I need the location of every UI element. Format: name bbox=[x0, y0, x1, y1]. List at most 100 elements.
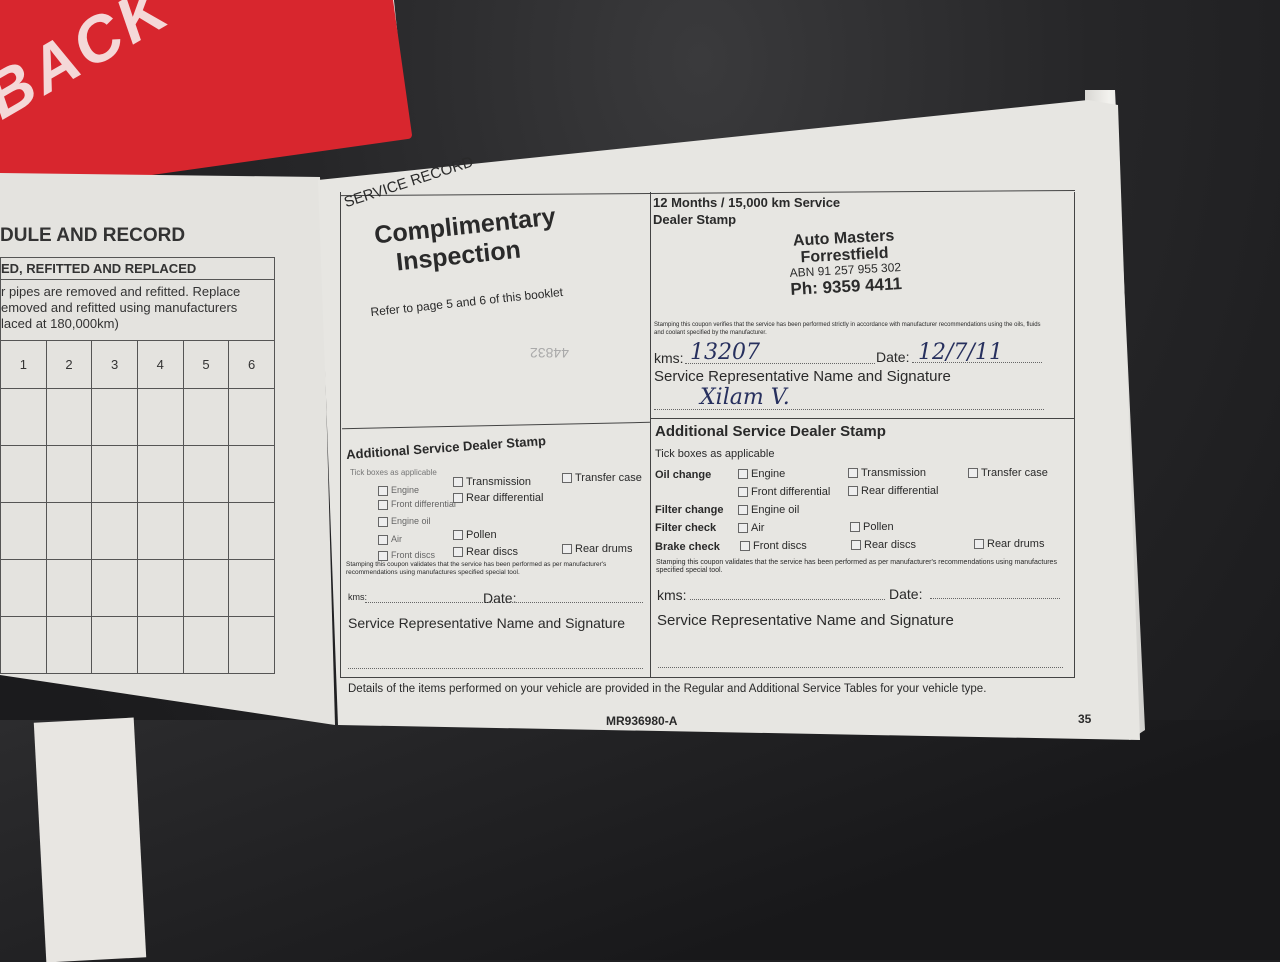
checkbox[interactable] bbox=[562, 473, 572, 484]
checkbox-label: Transmission bbox=[861, 467, 926, 479]
checkbox[interactable] bbox=[453, 530, 463, 541]
table-row bbox=[0, 388, 275, 446]
left-page-table: ED, REFITTED AND REPLACED r pipes are re… bbox=[0, 257, 275, 674]
checkbox[interactable] bbox=[740, 541, 750, 552]
left-page-title: DULE AND RECORD bbox=[0, 225, 186, 246]
checkbox-label: Rear differential bbox=[861, 485, 939, 497]
checkbox[interactable] bbox=[453, 477, 463, 488]
checkbox-label: Engine bbox=[751, 468, 786, 480]
validate-note: Stamping this coupon validates that the … bbox=[656, 559, 1057, 574]
checkbox[interactable] bbox=[738, 523, 748, 534]
checkbox-label: Transfer case bbox=[575, 472, 642, 484]
faint-handwriting: 44832 bbox=[530, 345, 569, 361]
dealer-stamp-label: Dealer Stamp bbox=[653, 212, 737, 227]
checkbox-label: Engine bbox=[391, 485, 420, 495]
checkbox-label: Engine oil bbox=[751, 504, 800, 516]
table-row bbox=[0, 502, 275, 560]
checkbox[interactable] bbox=[453, 547, 463, 558]
checkbox-label: Rear discs bbox=[466, 546, 518, 558]
table-row bbox=[0, 616, 275, 674]
checkbox-label: Rear drums bbox=[575, 543, 633, 555]
table-header: ED, REFITTED AND REPLACED bbox=[0, 257, 275, 280]
date-label: Date: bbox=[876, 349, 910, 365]
signature: Xilam V. bbox=[700, 385, 790, 410]
dealer-stamp: Auto Masters Forrestfield ABN 91 257 955… bbox=[768, 226, 921, 301]
service-heading: 12 Months / 15,000 km Service bbox=[653, 195, 841, 210]
checkbox[interactable] bbox=[974, 539, 984, 550]
red-booklet-cover-text: BACK bbox=[0, 0, 183, 133]
form-divider bbox=[650, 192, 651, 678]
checkbox-label: Engine oil bbox=[391, 516, 431, 526]
checkbox-label: Front discs bbox=[753, 540, 807, 552]
right-page bbox=[318, 100, 1140, 740]
signature-field[interactable] bbox=[658, 667, 1063, 668]
kms-label: kms: bbox=[657, 587, 687, 603]
checkbox-label: Transmission bbox=[466, 476, 531, 488]
kms-field[interactable] bbox=[690, 599, 885, 600]
checkbox-label: Front discs bbox=[391, 550, 436, 560]
checkbox-label: Rear differential bbox=[466, 492, 544, 504]
part-number: MR936980-A bbox=[606, 714, 678, 728]
signature-label: Service Representative Name and Signatur… bbox=[348, 615, 626, 631]
checkbox-label: Front differential bbox=[391, 499, 456, 509]
column-header: 5 bbox=[182, 340, 230, 389]
date-field bbox=[912, 362, 1042, 363]
checkbox[interactable] bbox=[851, 540, 861, 551]
checkbox-label: Air bbox=[751, 522, 765, 534]
row-label: Filter change bbox=[655, 504, 724, 516]
note-line: r pipes are removed and refitted. Replac… bbox=[1, 284, 241, 299]
table-row bbox=[0, 445, 275, 503]
form-divider bbox=[650, 418, 1075, 419]
date-value[interactable]: 12/7/11 bbox=[918, 340, 1003, 365]
additional-stamp-heading: Additional Service Dealer Stamp bbox=[655, 423, 886, 440]
checkbox-label: Air bbox=[391, 534, 402, 544]
column-header: 6 bbox=[228, 340, 275, 389]
date-field[interactable] bbox=[930, 598, 1060, 599]
signature-field[interactable] bbox=[348, 668, 643, 669]
validate-note: Stamping this coupon validates that the … bbox=[346, 561, 607, 576]
footer-note: Details of the items performed on your v… bbox=[348, 683, 987, 695]
checkbox[interactable] bbox=[848, 486, 858, 497]
checkbox[interactable] bbox=[562, 544, 572, 555]
page-number: 35 bbox=[1078, 712, 1092, 726]
form-border bbox=[340, 192, 1075, 678]
tick-note: Tick boxes as applicable bbox=[655, 448, 775, 460]
checkbox[interactable] bbox=[453, 493, 463, 504]
kms-field bbox=[685, 363, 875, 364]
column-header: 2 bbox=[45, 340, 93, 389]
checkbox[interactable] bbox=[850, 522, 860, 533]
checkbox-label: Rear discs bbox=[864, 539, 916, 551]
seat-fold bbox=[0, 720, 1280, 960]
checkbox-label: Transfer case bbox=[981, 467, 1048, 479]
column-header: 1 bbox=[0, 340, 47, 389]
row-label: Filter check bbox=[655, 522, 717, 534]
verify-note: Stamping this coupon verifies that the s… bbox=[654, 322, 1041, 336]
column-header: 3 bbox=[91, 340, 138, 389]
left-page: DULE AND RECORD ED, REFITTED AND REPLACE… bbox=[0, 173, 335, 725]
signature-field[interactable] bbox=[654, 409, 1044, 410]
paper-slip bbox=[33, 717, 147, 962]
checkbox[interactable] bbox=[738, 469, 748, 480]
kms-field[interactable] bbox=[365, 602, 643, 603]
column-header: 4 bbox=[136, 340, 184, 389]
kms-value[interactable]: 13207 bbox=[690, 340, 760, 365]
row-label: Brake check bbox=[655, 541, 720, 553]
table-row bbox=[0, 559, 275, 617]
note-line: laced at 180,000km) bbox=[1, 316, 119, 331]
table-note: r pipes are removed and refitted. Replac… bbox=[0, 279, 275, 341]
checkbox[interactable] bbox=[848, 468, 858, 479]
checkbox-label: Pollen bbox=[466, 529, 497, 541]
checkbox[interactable] bbox=[738, 505, 748, 516]
checkbox[interactable] bbox=[968, 468, 978, 479]
tick-note: Tick boxes as applicable bbox=[350, 468, 437, 477]
checkbox[interactable] bbox=[738, 487, 748, 498]
date-label: Date: bbox=[483, 590, 517, 606]
kms-label: kms: bbox=[654, 350, 684, 366]
note-line: emoved and refitted using manufacturers bbox=[1, 300, 238, 315]
signature-label: Service Representative Name and Signatur… bbox=[654, 368, 951, 385]
date-label: Date: bbox=[889, 586, 923, 602]
row-label: Oil change bbox=[655, 469, 712, 481]
checkbox-label: Front differential bbox=[751, 486, 831, 498]
kms-label: kms: bbox=[348, 592, 367, 602]
signature-label: Service Representative Name and Signatur… bbox=[657, 612, 954, 629]
